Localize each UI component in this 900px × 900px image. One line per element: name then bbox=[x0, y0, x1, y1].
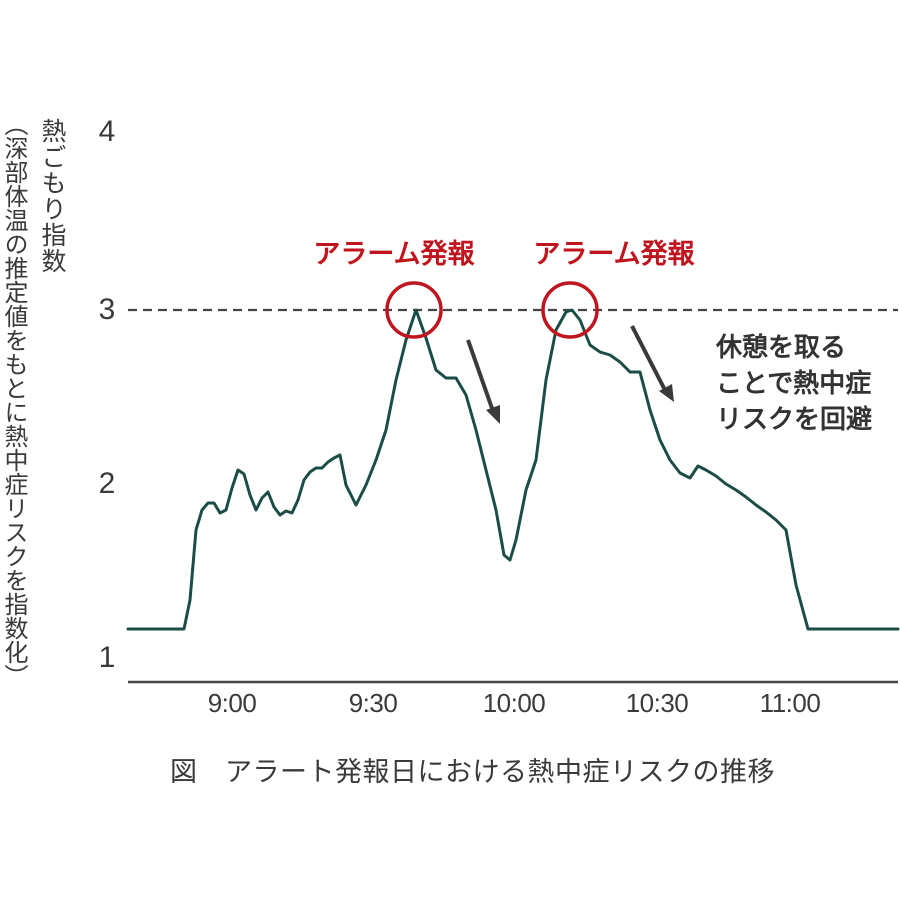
annotation-line-1: 休憩を取る bbox=[716, 333, 847, 363]
y-tick-2: 2 bbox=[98, 467, 116, 500]
alarm-circle-2 bbox=[541, 281, 599, 339]
y-axis-subtitle: （深部体温の推定値をもとに熱中症リスクを指数化） bbox=[0, 112, 28, 688]
alarm-label-2: アラーム発報 bbox=[533, 239, 695, 270]
rest-annotation: 休憩を取る ことで熱中症 リスクを回避 bbox=[716, 330, 872, 438]
y-tick-1: 1 bbox=[98, 641, 116, 674]
x-tick-1000: 10:00 bbox=[482, 688, 546, 718]
down-arrow-icon-1 bbox=[466, 339, 500, 424]
x-tick-930: 9:30 bbox=[348, 688, 398, 718]
y-tick-4: 4 bbox=[98, 115, 116, 148]
figure-caption: 図 アラート発報日における熱中症リスクの推移 bbox=[170, 757, 775, 788]
x-tick-900: 9:00 bbox=[207, 688, 257, 718]
alarm-label-1: アラーム発報 bbox=[313, 239, 475, 270]
annotation-line-3: リスクを回避 bbox=[716, 405, 873, 435]
y-axis-title: 熱ごもり指数 bbox=[38, 118, 67, 274]
risk-index-line bbox=[126, 308, 900, 631]
x-tick-1100: 11:00 bbox=[759, 688, 821, 718]
down-arrow-icon-2 bbox=[630, 325, 674, 402]
y-tick-3: 3 bbox=[98, 293, 116, 326]
x-tick-1030: 10:30 bbox=[625, 688, 689, 718]
alarm-circle-1 bbox=[385, 281, 443, 339]
annotation-line-2: ことで熱中症 bbox=[716, 369, 872, 399]
